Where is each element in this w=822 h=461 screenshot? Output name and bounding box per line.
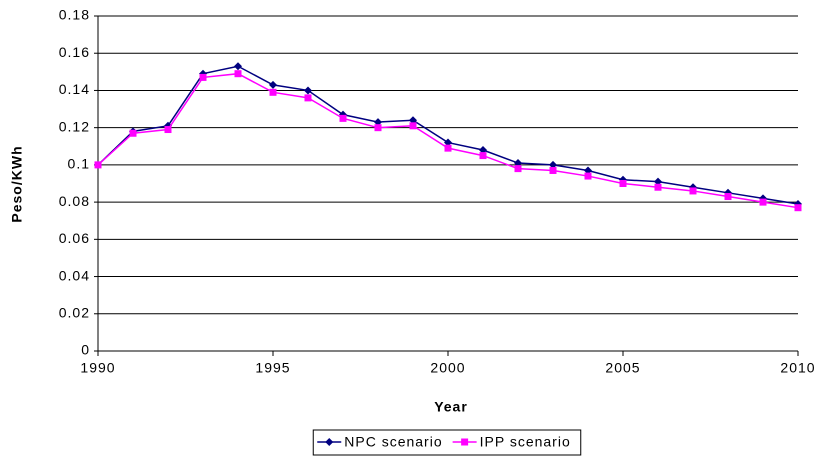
marker <box>461 438 469 446</box>
marker <box>339 114 347 122</box>
y-tick-label: 0.08 <box>59 193 90 209</box>
marker <box>374 124 382 132</box>
marker <box>689 187 697 195</box>
marker <box>444 144 452 152</box>
marker <box>444 138 452 147</box>
legend: NPC scenario IPP scenario <box>312 429 582 456</box>
x-tick-label: 2000 <box>430 360 465 376</box>
marker <box>164 126 172 134</box>
x-tick-label: 1990 <box>80 360 115 376</box>
y-axis-title: Peso/KWh <box>9 145 25 222</box>
marker <box>304 94 312 102</box>
marker <box>199 73 207 81</box>
y-tick-label: 0.02 <box>59 304 90 320</box>
y-tick-label: 0.04 <box>59 267 90 283</box>
x-axis-title: Year <box>434 399 468 415</box>
legend-box <box>312 429 582 456</box>
marker <box>325 438 334 446</box>
marker <box>479 152 487 160</box>
legend-label: IPP scenario <box>480 434 571 450</box>
marker <box>479 146 487 154</box>
marker <box>514 159 522 168</box>
marker <box>794 204 802 212</box>
y-tick-label: 0 <box>81 342 90 358</box>
legend-item: NPC scenario <box>317 434 442 450</box>
marker <box>129 129 137 137</box>
y-tick-label: 0.1 <box>68 156 90 172</box>
marker <box>409 116 417 125</box>
x-tick-label: 2010 <box>780 360 815 376</box>
marker <box>269 80 277 89</box>
y-tick-label: 0.12 <box>59 118 90 134</box>
marker <box>549 166 557 174</box>
marker <box>304 86 312 95</box>
marker <box>234 70 242 78</box>
y-tick-label: 0.16 <box>59 44 90 60</box>
marker <box>759 198 767 206</box>
marker <box>269 88 277 96</box>
y-tick-label: 0.14 <box>59 81 90 97</box>
marker <box>409 122 417 130</box>
marker <box>94 161 102 169</box>
marker <box>374 118 382 127</box>
x-tick-label: 2005 <box>605 360 640 376</box>
marker <box>619 180 627 187</box>
marker <box>584 172 592 180</box>
marker <box>654 177 662 186</box>
marker <box>514 165 522 173</box>
marker <box>234 62 242 71</box>
marker <box>654 183 662 191</box>
marker <box>584 166 592 175</box>
legend-item: IPP scenario <box>452 434 571 450</box>
legend-label: NPC scenario <box>344 434 442 450</box>
marker <box>549 160 557 169</box>
y-tick-label: 0.18 <box>59 7 90 23</box>
x-tick-label: 1995 <box>255 360 290 376</box>
y-tick-label: 0.06 <box>59 230 90 246</box>
marker <box>724 193 732 201</box>
